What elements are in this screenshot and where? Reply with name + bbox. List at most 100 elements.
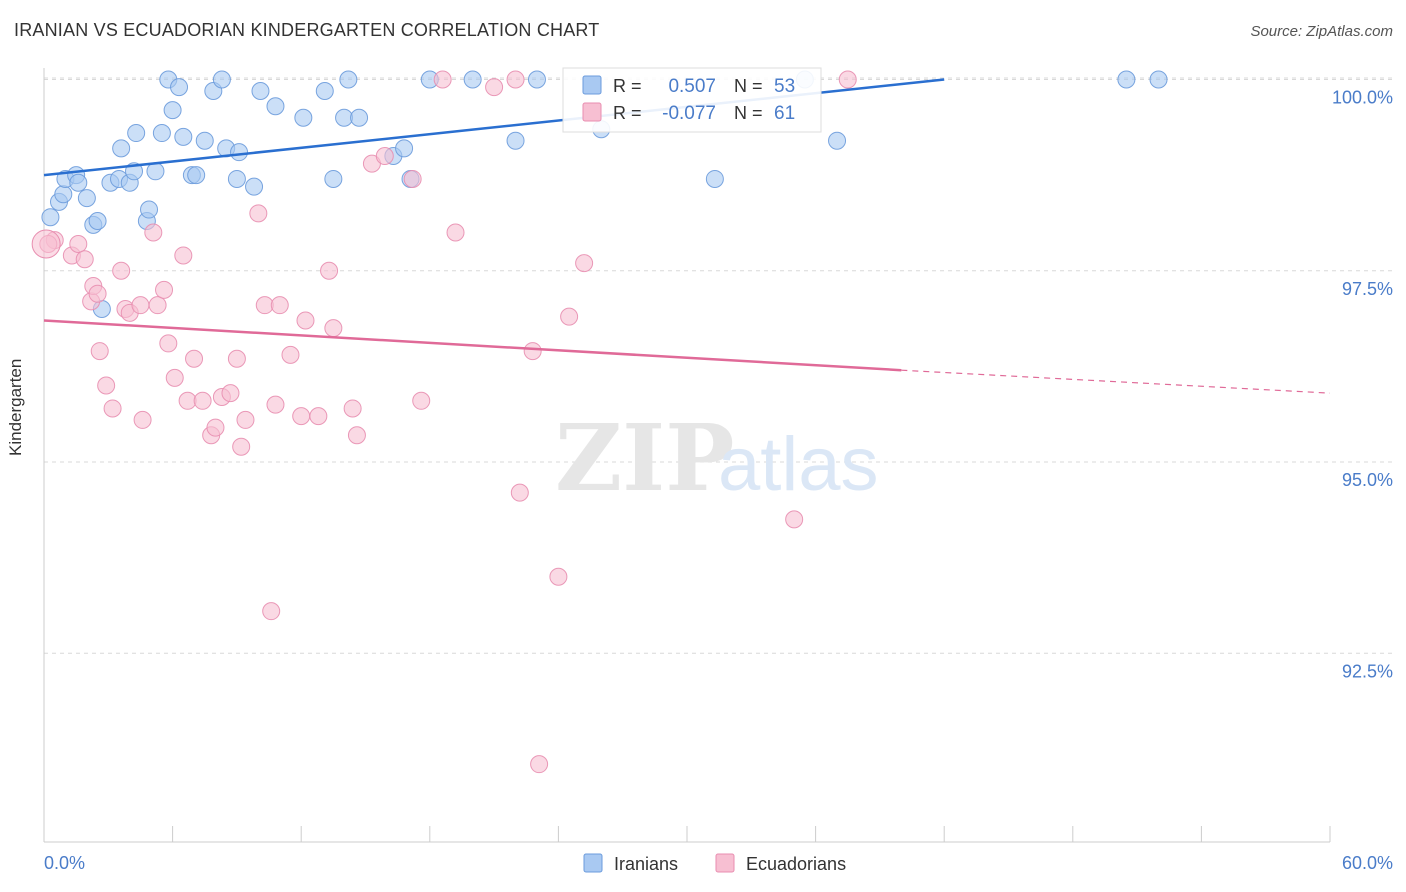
ecuadorian-point	[296, 311, 315, 330]
ecuadorian-point	[523, 342, 542, 361]
ecuadorian-point	[206, 418, 225, 437]
y-tick-label: 95.0%	[1342, 470, 1393, 490]
iranian-point	[140, 200, 159, 219]
iranian-point	[227, 169, 246, 188]
ecuadorian-point	[309, 407, 328, 426]
iranian-point	[212, 70, 231, 89]
ecuadorian-point	[510, 483, 529, 502]
ecuadorian-point	[320, 261, 339, 280]
ecuadorian-point	[227, 349, 246, 368]
ecuadorian-point	[185, 349, 204, 368]
iranian-point	[146, 162, 165, 181]
iranian-swatch	[582, 75, 602, 95]
ecuadorian-point	[155, 280, 174, 299]
iranian-point	[69, 173, 88, 192]
ecuadorian-point	[69, 234, 88, 253]
iranian-point	[335, 108, 354, 127]
ecuadorian-point	[159, 334, 178, 353]
ecuadorian-point	[88, 284, 107, 303]
ecuadorian-point	[133, 410, 152, 429]
ecuadorian-point	[485, 78, 504, 97]
ecuadorian-point	[412, 391, 431, 410]
ecuadorian-point	[560, 307, 579, 326]
ecuadorian-point	[549, 567, 568, 586]
ecuadorian-trend-line	[43, 319, 902, 372]
iranian-point	[174, 127, 193, 146]
iranian-point	[245, 177, 264, 196]
ecuadorian-point	[249, 204, 268, 223]
iranian-point	[828, 131, 847, 150]
ecuadorian-point	[785, 510, 804, 529]
legend-item-ecuadorians-label: Ecuadorians	[746, 854, 846, 874]
watermark-atlas: atlas	[718, 422, 879, 507]
iranian-point	[527, 70, 546, 89]
ecuadorian-point	[193, 391, 212, 410]
ecuadorian-cluster-point	[31, 229, 61, 259]
ecuadorian-point	[403, 169, 422, 188]
ecuadorian-point	[90, 342, 109, 361]
iranian-point	[112, 139, 131, 158]
iranian-point	[395, 139, 414, 158]
iranian-point	[127, 124, 146, 143]
legend-stats-box	[562, 67, 822, 133]
ecuadorian-point	[232, 437, 251, 456]
ecuadorian-point	[148, 296, 167, 315]
iranian-point	[315, 81, 334, 100]
ecuadorian-point	[324, 319, 343, 338]
legend-item-iranians-swatch	[583, 853, 603, 873]
watermark-zip: ZIP	[555, 404, 734, 512]
ecuadorian-point	[270, 296, 289, 315]
legend-n-value: 61	[774, 103, 795, 124]
ecuadorian-point	[165, 368, 184, 387]
iranian-point	[350, 108, 369, 127]
ecuadorian-point	[347, 426, 366, 445]
iranian-point	[266, 97, 285, 116]
ecuadorian-point	[530, 755, 549, 774]
legend-n-label: N =	[734, 103, 763, 123]
chart-title: IRANIAN VS ECUADORIAN KINDERGARTEN CORRE…	[14, 20, 600, 40]
iranian-point	[77, 189, 96, 208]
axes: 0.0% 60.0%	[43, 68, 1393, 873]
iranian-point	[88, 212, 107, 231]
ecuadorian-point	[292, 407, 311, 426]
source-credit: Source: ZipAtlas.com	[1250, 23, 1393, 40]
iranian-point	[463, 70, 482, 89]
iranian-point	[1149, 70, 1168, 89]
iranian-point	[339, 70, 358, 89]
iranian-point	[54, 185, 73, 204]
ecuadorian-point	[838, 70, 857, 89]
watermark: ZIP atlas	[555, 404, 879, 512]
ecuadorian-point	[112, 261, 131, 280]
iranian-point	[705, 169, 724, 188]
ecuadorian-point	[281, 345, 300, 364]
iranian-point	[163, 101, 182, 120]
ecuadorian-point	[266, 395, 285, 414]
ecuadorian-point	[236, 410, 255, 429]
ecuadorian-point	[433, 70, 452, 89]
y-tick-label: 97.5%	[1342, 279, 1393, 299]
ecuadorian-point	[575, 254, 594, 273]
grid-layer: 92.5% 95.0% 97.5% 100.0%	[44, 77, 1393, 681]
ecuadorian-point	[255, 296, 274, 315]
legend-n-value: 53	[774, 76, 795, 97]
iranian-point	[41, 208, 60, 227]
legend-series: Iranians Ecuadorians	[583, 853, 846, 874]
iranian-point	[251, 81, 270, 100]
ecuadorian-point	[178, 391, 197, 410]
ecuadorian-point	[144, 223, 163, 242]
iranian-point	[152, 124, 171, 143]
ecuadorian-swatch	[582, 102, 602, 122]
legend-r-label: R =	[613, 103, 642, 123]
legend-stats: R = 0.507 N = 53 R = -0.077 N = 61	[562, 67, 822, 133]
iranian-point	[324, 169, 343, 188]
x-tick-label: 0.0%	[44, 853, 85, 873]
legend-item-ecuadorians-swatch	[715, 853, 735, 873]
ecuadorian-point	[343, 399, 362, 418]
ecuadorian-point	[75, 250, 94, 269]
ecuadorian-point	[97, 376, 116, 395]
iranian-point	[230, 143, 249, 162]
ecuadorian-point	[446, 223, 465, 242]
legend-r-value: 0.507	[668, 76, 716, 97]
ecuadorian-point	[262, 602, 281, 621]
